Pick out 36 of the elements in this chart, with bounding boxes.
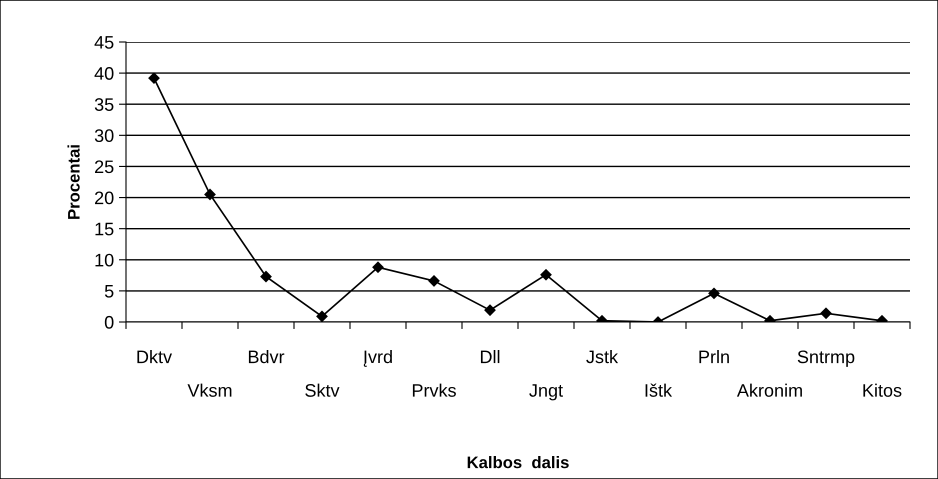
x-tick-label: Ištk (646, 384, 672, 397)
y-axis-title: Procentai (67, 145, 80, 219)
point (708, 288, 720, 299)
point (540, 269, 552, 280)
y-tick-label: 25 (95, 160, 114, 174)
point (484, 304, 496, 316)
x-tick-label: Jstk (586, 350, 618, 364)
x-tick-label: Sktv (305, 384, 340, 397)
point (372, 262, 384, 273)
x-tick-label: Vksm (188, 384, 232, 397)
point (428, 275, 440, 287)
x-tick-label: Įvrd (364, 350, 392, 367)
x-tick-label: Akronim (736, 384, 802, 397)
y-tick-label: 5 (104, 285, 114, 298)
y-tick-label: 30 (94, 129, 114, 142)
x-tick-label: Dktv (137, 350, 172, 364)
point (148, 72, 160, 84)
point (820, 308, 832, 319)
y-tick-label: 15 (95, 222, 114, 236)
x-tick-label: Dll (480, 350, 500, 364)
point (204, 188, 216, 200)
y-tick-label: 0 (104, 316, 114, 329)
x-tick-label: Sntrmp (798, 350, 854, 367)
x-axis-title: Kalbos dalis (468, 456, 569, 468)
x-tick-label: Kitos (863, 384, 902, 397)
y-tick-label: 35 (94, 98, 114, 111)
point (316, 310, 328, 322)
point (260, 270, 272, 282)
y-tick-label: 10 (95, 254, 114, 266)
y-tick-label: 40 (94, 67, 114, 80)
x-tick-label: Jngt (529, 384, 563, 400)
y-tick-label: 45 (94, 36, 114, 49)
y-tick-label: 20 (95, 191, 114, 204)
x-tick-label: Prvks (412, 384, 456, 397)
x-tick-label: Bdvr (248, 350, 284, 364)
x-tick-label: Prln (699, 350, 729, 364)
